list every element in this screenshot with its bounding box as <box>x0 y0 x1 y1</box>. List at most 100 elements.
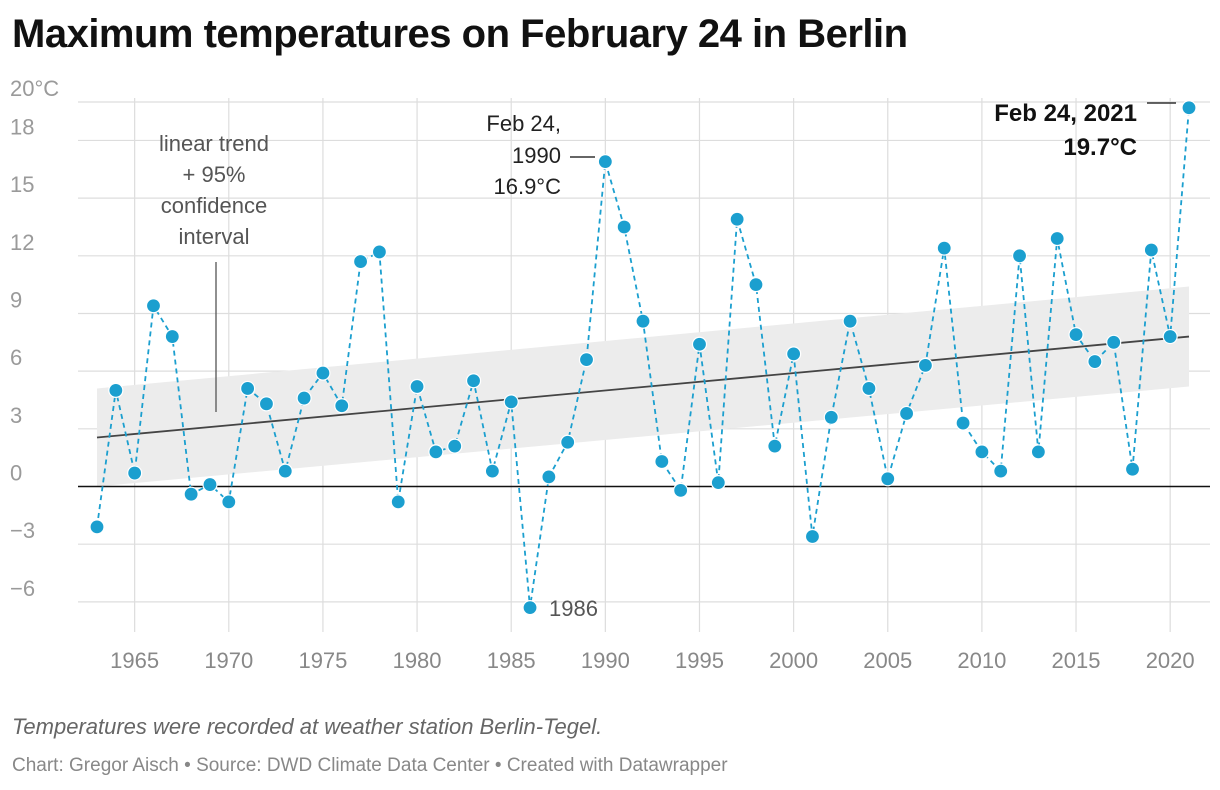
data-point-2001[interactable] <box>804 528 821 545</box>
data-point-1973[interactable] <box>277 463 293 479</box>
data-points <box>89 100 1197 616</box>
data-point-2016[interactable] <box>1087 353 1103 370</box>
y-tick-label: 6 <box>10 345 22 370</box>
footer-tool: Created with Datawrapper <box>506 755 728 776</box>
y-tick-label: 15 <box>10 172 34 197</box>
data-point-1967[interactable] <box>164 328 180 345</box>
data-point-1971[interactable] <box>240 380 256 397</box>
trend-annotation: linear trend + 95% confidence interval <box>159 131 269 412</box>
y-tick-label: −6 <box>10 576 35 601</box>
data-point-2006[interactable] <box>898 405 915 422</box>
data-point-1969[interactable] <box>202 476 218 493</box>
data-point-2013[interactable] <box>1030 444 1046 460</box>
data-point-2000[interactable] <box>786 346 802 362</box>
chart-title: Maximum temperatures on February 24 in B… <box>12 12 908 56</box>
data-point-1977[interactable] <box>352 253 369 270</box>
data-point-2020[interactable] <box>1162 328 1178 345</box>
data-point-1994[interactable] <box>673 482 689 498</box>
data-point-1982[interactable] <box>447 438 463 454</box>
data-point-2019[interactable] <box>1143 242 1159 258</box>
y-tick-label: 9 <box>10 287 22 312</box>
data-point-1987[interactable] <box>541 469 557 485</box>
footer-byline: Chart: Gregor Aisch <box>12 755 179 776</box>
data-point-2002[interactable] <box>823 409 839 425</box>
data-point-1983[interactable] <box>465 373 482 389</box>
y-tick-label: 12 <box>10 230 34 255</box>
data-point-1970[interactable] <box>221 494 237 510</box>
footer-separator: • <box>178 755 197 776</box>
trend-label-line-4: interval <box>179 224 250 249</box>
data-point-1978[interactable] <box>371 244 388 260</box>
x-tick-label: 2020 <box>1146 648 1195 673</box>
chart-footer: Chart: Gregor Aisch • Source: DWD Climat… <box>12 755 728 777</box>
data-point-1972[interactable] <box>258 396 275 412</box>
data-point-1984[interactable] <box>484 463 500 479</box>
x-tick-label: 1975 <box>298 648 347 673</box>
data-point-2017[interactable] <box>1106 334 1122 350</box>
data-point-1988[interactable] <box>560 434 576 450</box>
confidence-band-layer <box>96 286 1190 487</box>
data-point-1993[interactable] <box>654 453 670 470</box>
data-point-2015[interactable] <box>1068 327 1084 343</box>
y-tick-label: 18 <box>10 114 34 139</box>
data-point-1991[interactable] <box>616 219 632 235</box>
data-point-1996[interactable] <box>710 475 726 491</box>
data-point-1986[interactable] <box>522 600 538 616</box>
peak-1990-label-line-1: Feb 24, <box>486 111 561 136</box>
y-tick-label: 3 <box>10 403 22 428</box>
data-point-2008[interactable] <box>936 240 952 256</box>
data-point-2014[interactable] <box>1049 230 1065 247</box>
x-tick-label: 1970 <box>204 648 253 673</box>
data-point-1976[interactable] <box>334 398 350 414</box>
y-tick-label: −3 <box>10 518 35 543</box>
data-point-2003[interactable] <box>842 313 858 329</box>
data-point-1966[interactable] <box>145 298 162 314</box>
data-point-2005[interactable] <box>880 471 896 487</box>
data-point-1989[interactable] <box>578 352 595 368</box>
data-point-1999[interactable] <box>767 438 783 454</box>
x-tick-label: 2005 <box>863 648 912 673</box>
data-point-2007[interactable] <box>917 357 934 373</box>
data-point-1979[interactable] <box>390 494 406 510</box>
data-point-2021[interactable] <box>1181 100 1197 116</box>
data-point-1995[interactable] <box>691 336 708 352</box>
data-point-1968[interactable] <box>183 486 199 502</box>
peak-1990-label-line-3: 16.9°C <box>493 174 561 199</box>
data-point-1985[interactable] <box>503 394 519 410</box>
data-point-1965[interactable] <box>127 465 143 481</box>
chart-note: Temperatures were recorded at weather st… <box>12 714 603 739</box>
x-tick-label: 1985 <box>487 648 536 673</box>
data-point-2012[interactable] <box>1011 248 1028 264</box>
y-axis-tick-labels: 20°C 18 15 12 9 6 3 0 −3 −6 <box>10 76 59 601</box>
data-point-2009[interactable] <box>955 415 971 431</box>
data-point-1964[interactable] <box>108 382 124 398</box>
data-point-2018[interactable] <box>1124 461 1141 477</box>
y-tick-label: 20°C <box>10 76 59 101</box>
data-point-1975[interactable] <box>315 365 331 381</box>
x-tick-label: 2000 <box>769 648 818 673</box>
data-point-1974[interactable] <box>296 390 312 406</box>
data-point-1992[interactable] <box>635 313 651 329</box>
trend-label-line-3: confidence <box>161 193 267 218</box>
record-2021-annotation: Feb 24, 2021 19.7°C <box>994 100 1176 161</box>
trend-label-line-1: linear trend <box>159 131 269 156</box>
data-point-1963[interactable] <box>89 519 105 535</box>
data-point-1980[interactable] <box>409 378 425 395</box>
data-point-1981[interactable] <box>428 444 444 460</box>
data-point-2011[interactable] <box>993 463 1009 479</box>
data-point-1998[interactable] <box>748 277 764 293</box>
record-2021-label-line-2: 19.7°C <box>1063 134 1137 161</box>
trend-label-line-2: + 95% <box>183 162 246 187</box>
data-point-1997[interactable] <box>729 211 745 227</box>
record-2021-label-line-1: Feb 24, 2021 <box>994 100 1137 127</box>
data-point-2010[interactable] <box>974 444 990 460</box>
data-point-2004[interactable] <box>861 380 877 397</box>
footer-source: Source: DWD Climate Data Center <box>196 755 490 776</box>
x-axis-tick-labels: 1965 1970 1975 1980 1985 1990 1995 2000 2005 2010… <box>110 648 1194 673</box>
x-tick-label: 1980 <box>393 648 442 673</box>
x-tick-label: 1995 <box>675 648 724 673</box>
data-point-1990[interactable] <box>597 153 613 170</box>
x-tick-label: 2010 <box>957 648 1006 673</box>
x-tick-label: 1990 <box>581 648 630 673</box>
